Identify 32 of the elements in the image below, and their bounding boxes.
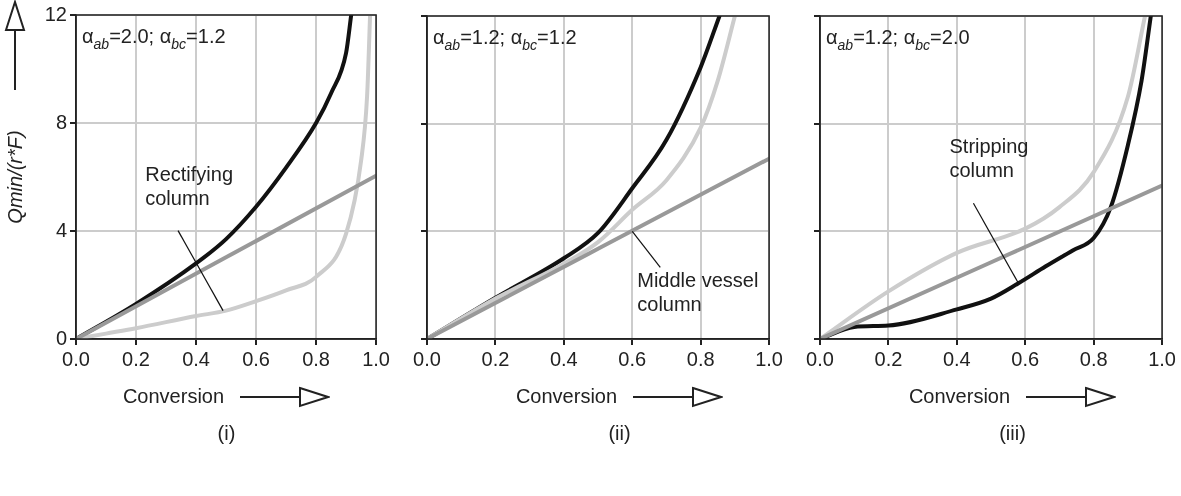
y-tick-label: 8 <box>55 110 67 133</box>
x-tick-label: 0.0 <box>806 347 834 370</box>
y-axis-title: Qmin/(r*F) <box>3 130 26 224</box>
x-tick-label: 1.0 <box>755 347 783 370</box>
text: (ii) <box>607 422 632 445</box>
x-tick-label: 0.4 <box>549 347 578 370</box>
x-tick-label: 0.2 <box>481 347 510 370</box>
x-tick-label: 0.4 <box>942 347 971 370</box>
annotation: Rectifying column <box>145 162 234 209</box>
annotation: Stripping column <box>949 135 1029 182</box>
x-tick-label: 1.0 <box>1148 347 1176 370</box>
x-tick-label: 0.6 <box>242 347 270 370</box>
x-tick-label: 0.6 <box>618 347 647 370</box>
x-tick-label: 0.0 <box>62 347 90 370</box>
x-tick-label: 0.8 <box>302 347 330 370</box>
text: (i) <box>216 422 237 445</box>
x-axis-title: Conversion <box>122 385 225 408</box>
x-tick-label: 1.0 <box>362 347 390 370</box>
y-tick-label: 4 <box>55 218 67 241</box>
text: (iii) <box>998 422 1027 445</box>
annotation: Middle vessel column <box>637 269 759 316</box>
y-tick-label: 0 <box>55 326 67 349</box>
x-tick-label: 0.8 <box>1079 347 1108 370</box>
x-tick-label: 0.0 <box>413 347 441 370</box>
y-tick-label: 12 <box>44 2 67 25</box>
x-tick-label: 0.2 <box>874 347 903 370</box>
x-tick-label: 0.4 <box>182 347 210 370</box>
x-axis-title: Conversion <box>908 385 1011 408</box>
x-tick-label: 0.8 <box>686 347 715 370</box>
x-tick-label: 0.2 <box>122 347 150 370</box>
x-tick-label: 0.6 <box>1011 347 1040 370</box>
x-axis-title: Conversion <box>515 385 618 408</box>
